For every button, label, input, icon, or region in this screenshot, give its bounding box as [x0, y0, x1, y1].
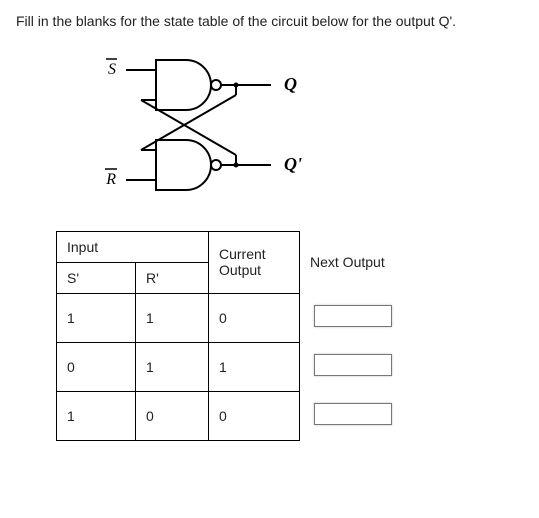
cell-r: 1 — [136, 342, 209, 391]
cell-s: 1 — [57, 293, 136, 342]
cell-r: 0 — [136, 391, 209, 440]
cell-s: 1 — [57, 391, 136, 440]
state-table: Input Current Output Next Output S' R' 1… — [56, 231, 440, 441]
cell-r: 1 — [136, 293, 209, 342]
label-r-bar: R — [105, 171, 116, 188]
header-r-prime: R' — [136, 262, 209, 293]
next-output-input[interactable] — [314, 305, 392, 327]
header-current-output-text: Current Output — [219, 246, 266, 278]
next-output-input[interactable] — [314, 403, 392, 425]
label-q-prime: Q' — [284, 154, 302, 174]
header-next-output: Next Output — [300, 231, 441, 293]
label-q: Q — [284, 74, 297, 94]
next-output-input[interactable] — [314, 354, 392, 376]
table-row: 1 1 0 — [57, 293, 441, 342]
table-row: 0 1 1 — [57, 342, 441, 391]
cell-next — [300, 342, 441, 391]
cell-current: 1 — [209, 342, 300, 391]
header-s-prime: S' — [57, 262, 136, 293]
cell-next — [300, 391, 441, 440]
cell-s: 0 — [57, 342, 136, 391]
table-row: 1 0 0 — [57, 391, 441, 440]
label-s-bar: S — [108, 61, 116, 78]
header-current-output: Current Output — [209, 231, 300, 293]
header-input: Input — [57, 231, 209, 262]
cell-next — [300, 293, 441, 342]
sr-latch-svg: S R Q Q' — [86, 50, 316, 200]
question-prompt: Fill in the blanks for the state table o… — [16, 12, 523, 32]
cell-current: 0 — [209, 391, 300, 440]
cell-current: 0 — [209, 293, 300, 342]
circuit-diagram: S R Q Q' — [86, 50, 523, 203]
